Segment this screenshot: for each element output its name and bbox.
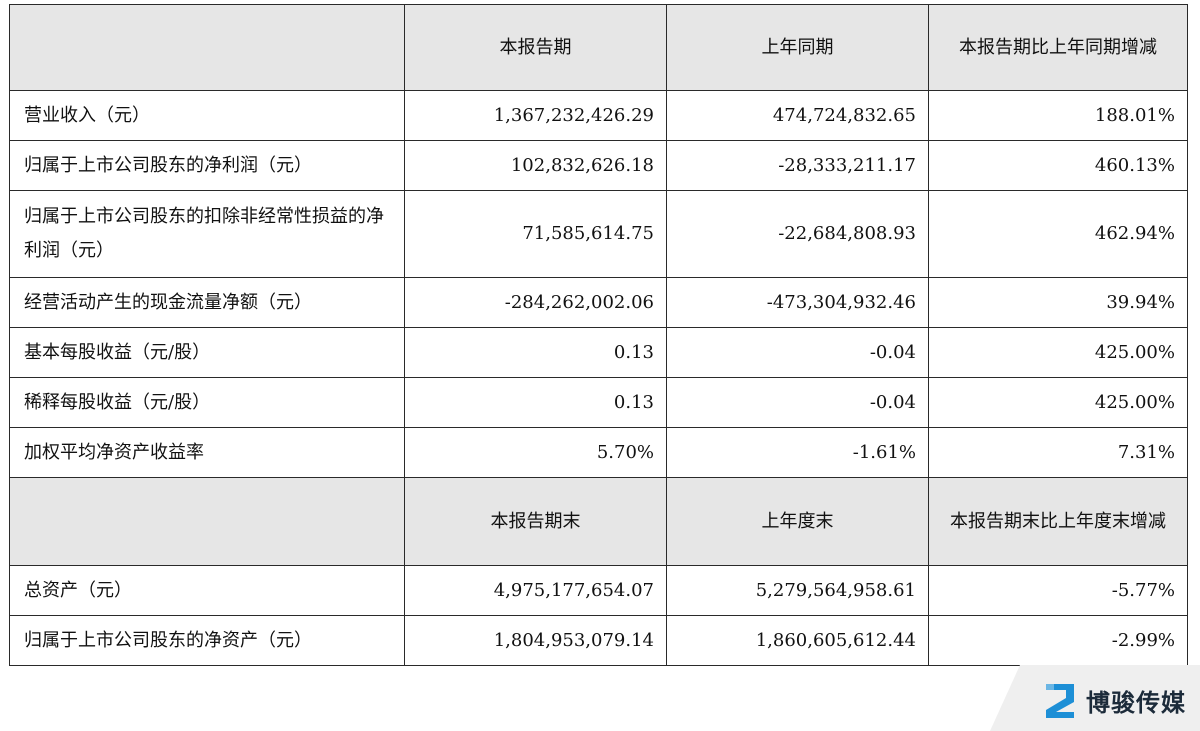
current-value: 4,975,177,654.07: [404, 565, 667, 616]
current-value: 0.13: [404, 327, 667, 378]
header-prior-period: 上年同期: [666, 4, 929, 91]
current-value: 1,804,953,079.14: [404, 615, 667, 666]
table-header-row: 本报告期 上年同期 本报告期比上年同期增减: [9, 4, 1188, 91]
blue-2-logo-icon: [1040, 680, 1080, 720]
table-row: 归属于上市公司股东的净资产（元） 1,804,953,079.14 1,860,…: [9, 615, 1188, 666]
header-prior-year-end: 上年度末: [666, 477, 929, 566]
prior-value: -1.61%: [666, 427, 929, 478]
change-value: -2.99%: [928, 615, 1188, 666]
prior-value: -473,304,932.46: [666, 277, 929, 328]
financial-summary-table: 本报告期 上年同期 本报告期比上年同期增减 营业收入（元） 1,367,232,…: [9, 4, 1188, 666]
row-label: 经营活动产生的现金流量净额（元）: [9, 277, 405, 328]
header-current-period: 本报告期: [404, 4, 667, 91]
change-value: 462.94%: [928, 190, 1188, 278]
table-row: 基本每股收益（元/股） 0.13 -0.04 425.00%: [9, 327, 1188, 378]
change-value: 425.00%: [928, 377, 1188, 428]
header-change: 本报告期末比上年度末增减: [928, 477, 1188, 566]
row-label: 加权平均净资产收益率: [9, 427, 405, 478]
prior-value: -0.04: [666, 327, 929, 378]
row-label: 总资产（元）: [9, 565, 405, 616]
watermark-text: 博骏传媒: [1086, 688, 1186, 717]
header-corner-cell: [9, 477, 405, 566]
table-header-row: 本报告期末 上年度末 本报告期末比上年度末增减: [9, 477, 1188, 566]
header-change: 本报告期比上年同期增减: [928, 4, 1188, 91]
prior-value: -22,684,808.93: [666, 190, 929, 278]
watermark: 博骏传媒: [990, 665, 1200, 731]
row-label: 营业收入（元）: [9, 90, 405, 141]
change-value: 7.31%: [928, 427, 1188, 478]
prior-value: -0.04: [666, 377, 929, 428]
prior-value: 474,724,832.65: [666, 90, 929, 141]
current-value: 0.13: [404, 377, 667, 428]
change-value: 425.00%: [928, 327, 1188, 378]
prior-value: 5,279,564,958.61: [666, 565, 929, 616]
prior-value: -28,333,211.17: [666, 140, 929, 191]
row-label: 归属于上市公司股东的净利润（元）: [9, 140, 405, 191]
row-label: 稀释每股收益（元/股）: [9, 377, 405, 428]
change-value: 39.94%: [928, 277, 1188, 328]
change-value: 460.13%: [928, 140, 1188, 191]
watermark-band: [990, 665, 1200, 731]
current-value: 71,585,614.75: [404, 190, 667, 278]
row-label: 归属于上市公司股东的扣除非经常性损益的净利润（元）: [9, 190, 405, 278]
table-row: 归属于上市公司股东的净利润（元） 102,832,626.18 -28,333,…: [9, 140, 1188, 191]
table-row: 总资产（元） 4,975,177,654.07 5,279,564,958.61…: [9, 565, 1188, 616]
row-label: 基本每股收益（元/股）: [9, 327, 405, 378]
current-value: 102,832,626.18: [404, 140, 667, 191]
header-period-end: 本报告期末: [404, 477, 667, 566]
table-row: 归属于上市公司股东的扣除非经常性损益的净利润（元） 71,585,614.75 …: [9, 190, 1188, 278]
current-value: 5.70%: [404, 427, 667, 478]
table-row: 营业收入（元） 1,367,232,426.29 474,724,832.65 …: [9, 90, 1188, 141]
change-value: -5.77%: [928, 565, 1188, 616]
header-corner-cell: [9, 4, 405, 91]
change-value: 188.01%: [928, 90, 1188, 141]
current-value: -284,262,002.06: [404, 277, 667, 328]
row-label: 归属于上市公司股东的净资产（元）: [9, 615, 405, 666]
prior-value: 1,860,605,612.44: [666, 615, 929, 666]
current-value: 1,367,232,426.29: [404, 90, 667, 141]
table-row: 经营活动产生的现金流量净额（元） -284,262,002.06 -473,30…: [9, 277, 1188, 328]
table-row: 稀释每股收益（元/股） 0.13 -0.04 425.00%: [9, 377, 1188, 428]
table-row: 加权平均净资产收益率 5.70% -1.61% 7.31%: [9, 427, 1188, 478]
